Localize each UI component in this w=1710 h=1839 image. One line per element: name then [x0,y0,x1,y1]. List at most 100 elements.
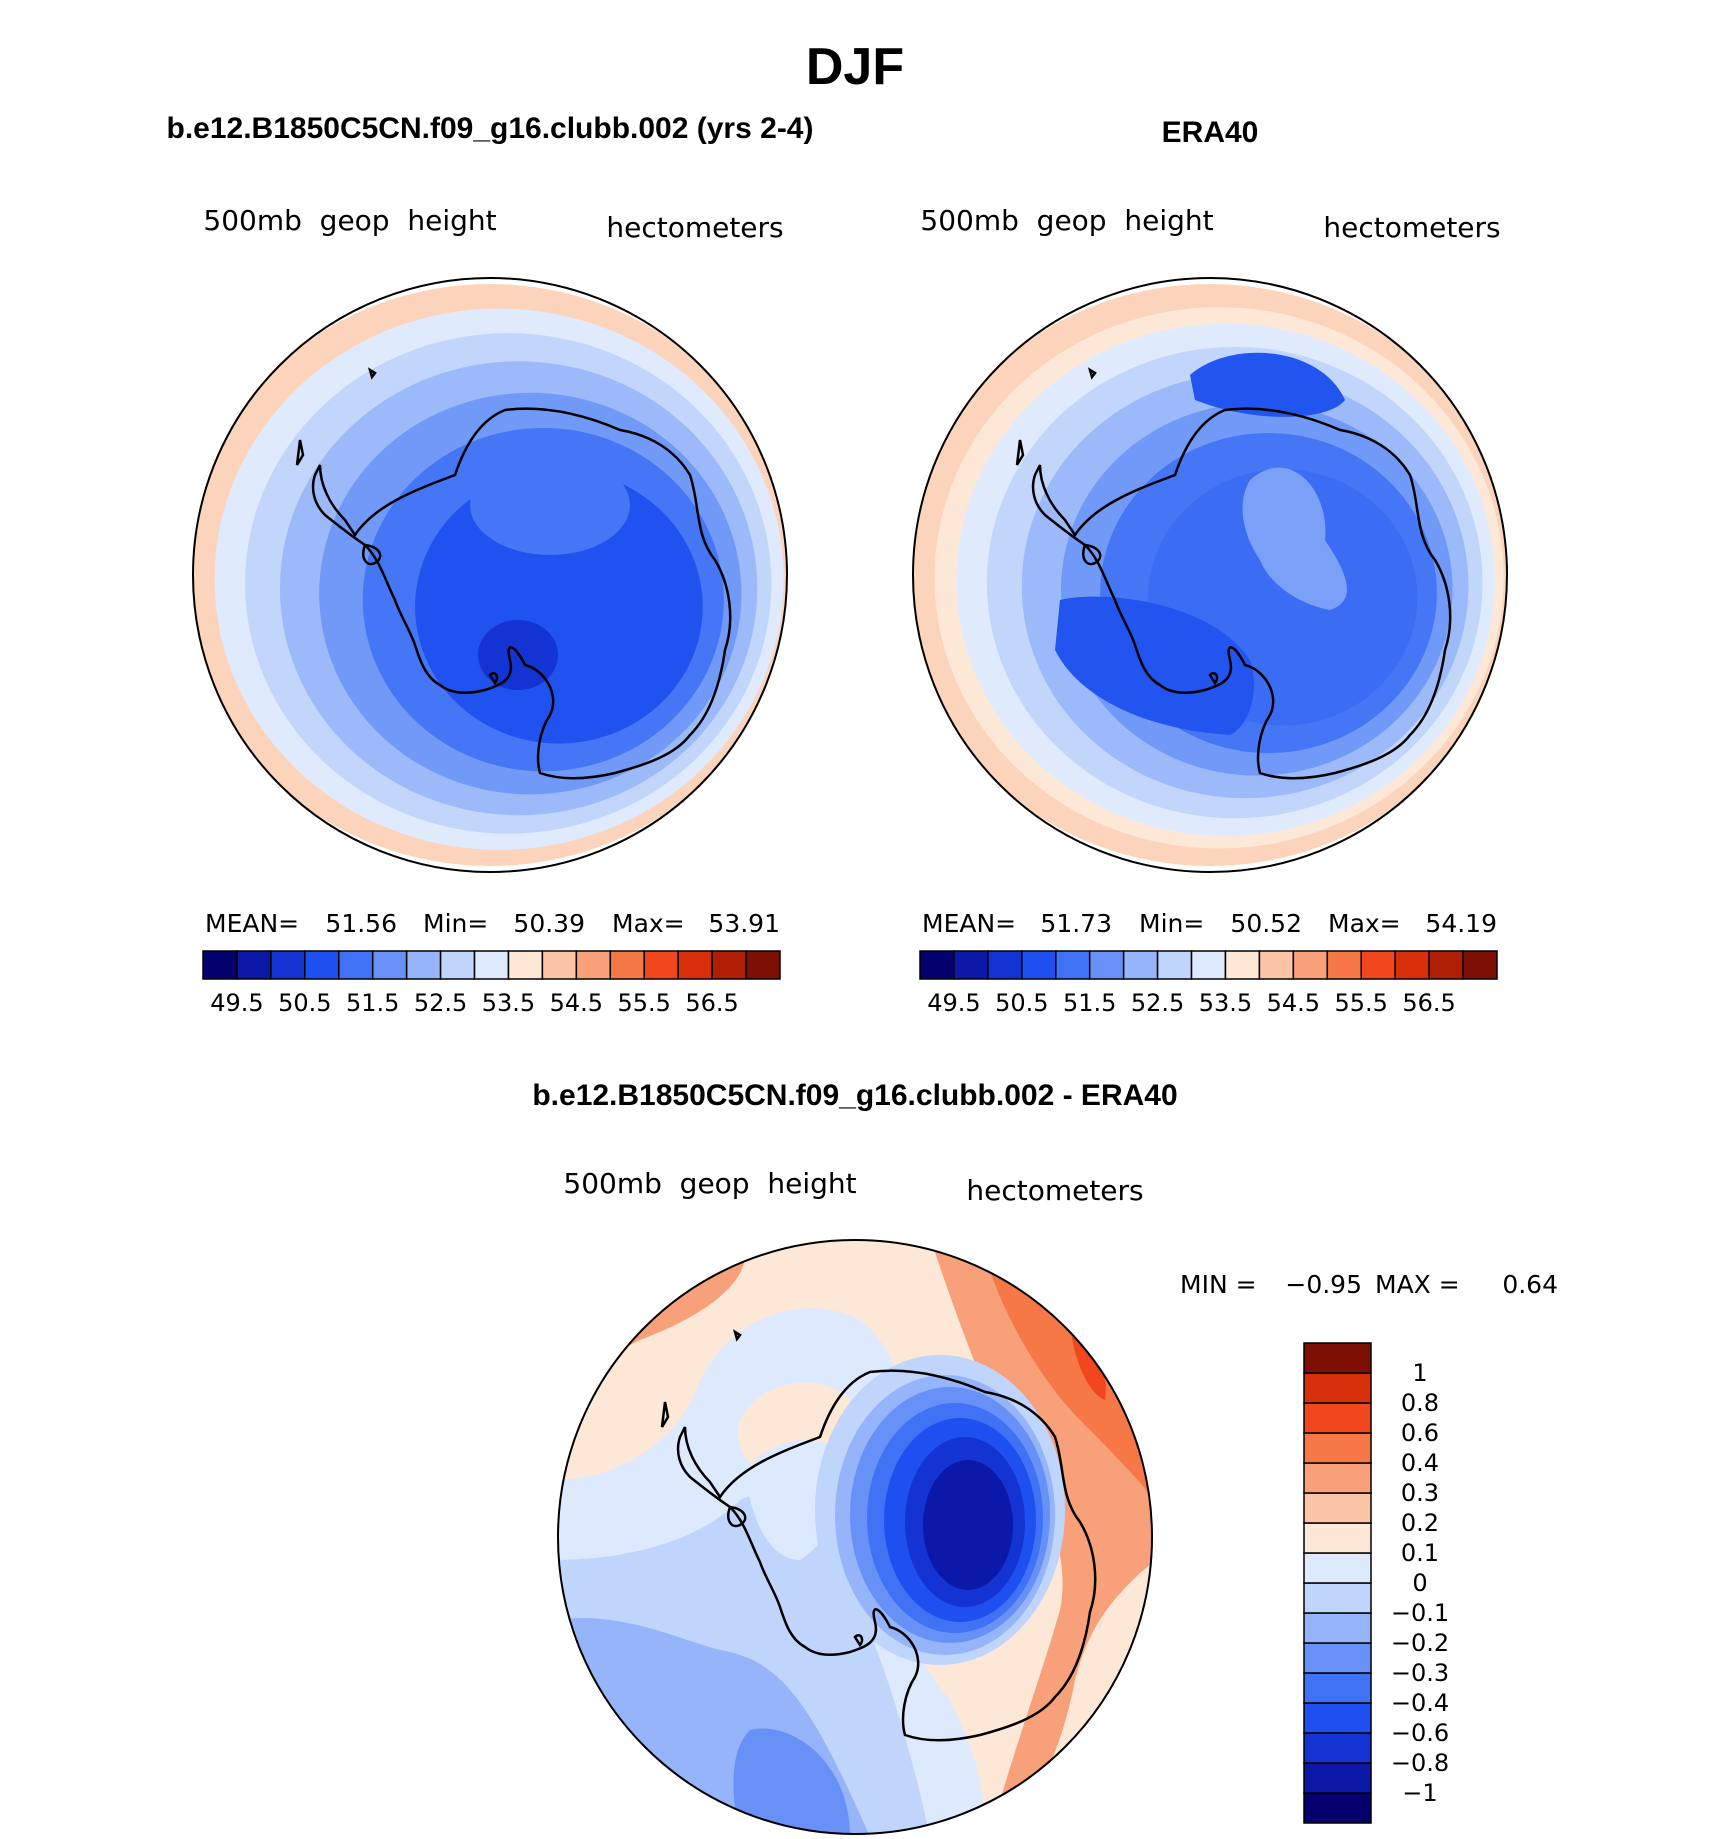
difference-max-value: 0.64 [1502,1270,1558,1299]
era40-low-cell-north [1190,352,1345,417]
model-colorbar-box-8 [473,950,510,980]
difference-colorbar-tick-label: −0.8 [1391,1749,1449,1777]
difference-colorbar-tick-label: 0.4 [1401,1449,1439,1477]
era40-high-lobe [1242,467,1347,610]
difference-colorbar-tick-label: −0.6 [1391,1719,1449,1747]
difference-colorbar-tick-label: −0.2 [1391,1629,1449,1657]
panel-model-title: b.e12.B1850C5CN.f09_g16.clubb.002 (yrs 2… [167,112,814,145]
difference-colorbar-box-13 [1303,1402,1372,1434]
era40-min-label: Min= [1139,909,1204,938]
era40-colorbar-box-14 [1394,950,1430,980]
era40-colorbar-box-16 [1462,950,1498,980]
model-colorbar-box-5 [371,950,408,980]
panel-model-units: hectometers [606,211,783,244]
model-colorbar-box-4 [338,950,374,980]
era40-map [913,284,1507,866]
era40-contour-bands [913,284,1507,866]
model-colorbar-tick-label: 53.5 [482,989,535,1017]
model-colorbar-tick-label: 51.5 [346,989,399,1017]
era40-max-label: Max= [1328,909,1401,938]
model-max-label: Max= [612,909,685,938]
difference-colorbar-box-0 [1303,1792,1372,1824]
difference-colorbar-tick-label: −0.1 [1391,1599,1449,1627]
panel-difference-units: hectometers [966,1174,1143,1207]
model-mean-value: 51.56 [325,909,397,938]
model-colorbar-tick-label: 55.5 [618,989,671,1017]
era40-colorbar-box-2 [987,950,1023,980]
model-map [193,284,787,866]
difference-colorbar-box-9 [1303,1522,1372,1554]
era40-colorbar-box-0 [919,950,955,980]
era40-colorbar-tick-label: 51.5 [1063,989,1116,1017]
era40-colorbar-box-5 [1088,950,1125,980]
difference-colorbar-tick-label: 1 [1412,1359,1427,1387]
era40-stats: MEAN= 51.73 Min= 50.52 Max= 54.19 [922,909,1497,938]
model-colorbar-box-11 [575,950,612,980]
difference-colorbar-tick-label: 0 [1412,1569,1427,1597]
model-colorbar-tick-label: 50.5 [278,989,331,1017]
difference-max-label: MAX = [1375,1270,1460,1299]
difference-colorbar-box-6 [1303,1612,1372,1644]
difference-colorbar-tick-label: 0.8 [1401,1389,1439,1417]
model-colorbar-box-7 [439,950,476,980]
model-colorbar-box-12 [609,950,645,980]
era40-colorbar-tick-label: 54.5 [1267,989,1320,1017]
difference-colorbar-tick-label: 0.6 [1401,1419,1439,1447]
model-max-value: 53.91 [708,909,780,938]
difference-colorbar-box-12 [1303,1432,1372,1464]
model-small-lobe [373,560,397,610]
model-colorbar-box-9 [507,950,544,980]
era40-colorbar-tick-label: 49.5 [927,989,980,1017]
era40-low-cell-south [1055,596,1254,735]
model-colorbar-box-10 [541,950,578,980]
era40-colorbar-box-12 [1326,950,1362,980]
difference-map-border [557,1239,1153,1835]
difference-colorbar-tick-label: 0.1 [1401,1539,1439,1567]
era40-colorbar-box-8 [1190,950,1227,980]
era40-mean-label: MEAN= [922,909,1016,938]
panel-model-variable: 500mb geop height [203,204,496,237]
difference-min-value: −0.95 [1285,1270,1362,1299]
model-colorbar-box-13 [643,950,679,980]
model-colorbar-box-15 [711,950,747,980]
model-mean-label: MEAN= [205,909,299,938]
era40-colorbar-box-11 [1292,950,1329,980]
era40-colorbar-tick-label: 50.5 [995,989,1048,1017]
era40-colorbar-tick-label: 52.5 [1131,989,1184,1017]
model-colorbar-tick-label: 49.5 [210,989,263,1017]
era40-colorbar-box-9 [1224,950,1261,980]
difference-colorbar-tick-label: 0.3 [1401,1479,1439,1507]
model-colorbar-box-0 [202,950,238,980]
difference-colorbar-box-8 [1303,1552,1372,1584]
difference-colorbar-box-3 [1303,1702,1372,1734]
era40-colorbar-tick-label: 53.5 [1199,989,1252,1017]
difference-colorbar-box-2 [1303,1732,1372,1764]
model-high-lobe [470,455,630,555]
era40-colorbar-box-4 [1055,950,1091,980]
model-min-label: Min= [423,909,488,938]
era40-colorbar-box-7 [1156,950,1193,980]
model-colorbar-box-14 [677,950,713,980]
model-colorbar: 49.5 50.5 51.5 52.5 53.5 54.5 55.5 56.5 [202,950,781,1017]
model-colorbar-tick-label: 54.5 [550,989,603,1017]
model-colorbar-box-3 [304,950,340,980]
figure-title: DJF [806,38,904,96]
era40-colorbar-box-10 [1258,950,1295,980]
model-colorbar-box-2 [270,950,306,980]
era40-colorbar-box-6 [1122,950,1159,980]
difference-colorbar-tick-label: −1 [1402,1779,1437,1807]
era40-max-value: 54.19 [1425,909,1497,938]
difference-colorbar-tick-label: −0.3 [1391,1659,1449,1687]
panel-model: b.e12.B1850C5CN.f09_g16.clubb.002 (yrs 2… [167,112,814,1017]
panel-difference: b.e12.B1850C5CN.f09_g16.clubb.002 - ERA4… [532,1079,1558,1835]
panel-era40: ERA40 500mb geop height hectometers MEAN… [912,116,1508,1017]
panel-era40-units: hectometers [1323,211,1500,244]
era40-map-border [912,277,1508,873]
era40-colorbar-box-13 [1360,950,1396,980]
model-contour-bands [193,284,787,866]
panel-difference-variable: 500mb geop height [563,1167,856,1200]
era40-colorbar-box-15 [1428,950,1464,980]
model-colorbar-tick-label: 52.5 [414,989,467,1017]
model-colorbar-box-6 [405,950,442,980]
model-colorbar-box-16 [745,950,781,980]
